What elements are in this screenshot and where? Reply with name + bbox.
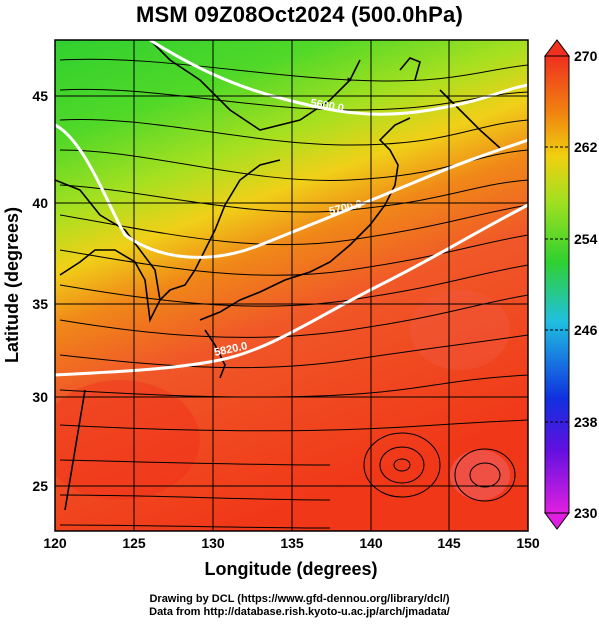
colorbar-label: 262 [574,139,598,155]
credits-data: Data from http://database.rish.kyoto-u.a… [149,606,450,618]
colorbar-max-arrow [544,39,570,57]
x-tick-label: 145 [437,535,461,551]
colorbar-min-arrow [544,512,570,530]
contour-5820 [55,203,528,377]
colorbar-ticks [545,146,569,423]
y-tick-label: 35 [32,296,48,312]
y-tick-label: 30 [32,389,48,405]
height-contours [55,40,528,377]
x-tick-label: 130 [201,535,225,551]
x-tick-label: 135 [280,535,304,551]
credits-drawing: Drawing by DCL (https://www.gfd-dennou.o… [149,593,450,605]
plot-frame [54,39,529,532]
contour-5700 [55,123,528,259]
x-tick-label: 140 [359,535,383,551]
colorbar-label: 270 [574,48,598,64]
y-tick-label: 40 [32,195,48,211]
x-tick-label: 120 [43,535,67,551]
colorbar-label: 254 [574,231,598,247]
colorbar-scale [544,55,570,514]
y-tick-label: 25 [32,478,48,494]
streamlines [59,58,528,529]
colorbar: 270 262 254 246 238 230 [544,39,598,530]
grid-lines [55,40,528,531]
y-tick-label: 45 [32,88,48,104]
colorbar-label: 230 [574,505,598,521]
contour-5600 [149,40,528,116]
y-axis-title: Latitude (degrees) [2,207,22,363]
temperature-field [55,40,528,531]
x-tick-label: 150 [516,535,540,551]
x-axis-title: Longitude (degrees) [204,559,377,579]
contour-label-5600: 5600.0 [309,97,344,115]
y-tick-labels: 25 30 35 40 45 [32,88,48,494]
colorbar-label: 246 [574,322,598,338]
map-title: MSM 09Z08Oct2024 (500.0hPa) [136,2,463,27]
colorbar-label: 238 [574,414,598,430]
x-tick-labels: 120 125 130 135 140 145 150 [43,535,540,551]
credits: Drawing by DCL (https://www.gfd-dennou.o… [0,593,599,619]
x-tick-label: 125 [122,535,146,551]
